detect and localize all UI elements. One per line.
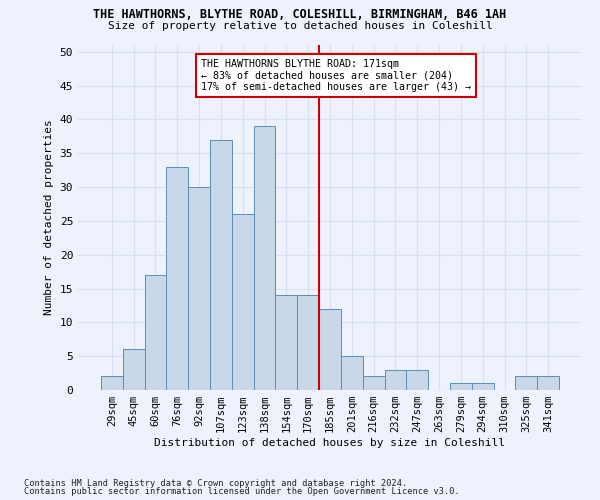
X-axis label: Distribution of detached houses by size in Coleshill: Distribution of detached houses by size … <box>155 438 505 448</box>
Bar <box>123 350 145 390</box>
Bar <box>101 376 123 390</box>
Bar <box>275 296 297 390</box>
Text: Contains public sector information licensed under the Open Government Licence v3: Contains public sector information licen… <box>24 487 460 496</box>
Bar <box>166 167 188 390</box>
Bar <box>210 140 232 390</box>
Bar <box>254 126 275 390</box>
Bar <box>515 376 537 390</box>
Bar <box>145 275 166 390</box>
Bar <box>341 356 363 390</box>
Y-axis label: Number of detached properties: Number of detached properties <box>44 120 54 316</box>
Bar <box>188 187 210 390</box>
Bar <box>406 370 428 390</box>
Text: Contains HM Land Registry data © Crown copyright and database right 2024.: Contains HM Land Registry data © Crown c… <box>24 478 407 488</box>
Text: THE HAWTHORNS BLYTHE ROAD: 171sqm
← 83% of detached houses are smaller (204)
17%: THE HAWTHORNS BLYTHE ROAD: 171sqm ← 83% … <box>201 58 471 92</box>
Bar <box>319 309 341 390</box>
Bar <box>385 370 406 390</box>
Text: THE HAWTHORNS, BLYTHE ROAD, COLESHILL, BIRMINGHAM, B46 1AH: THE HAWTHORNS, BLYTHE ROAD, COLESHILL, B… <box>94 8 506 20</box>
Bar <box>472 383 494 390</box>
Bar <box>537 376 559 390</box>
Bar <box>363 376 385 390</box>
Bar <box>232 214 254 390</box>
Bar <box>450 383 472 390</box>
Text: Size of property relative to detached houses in Coleshill: Size of property relative to detached ho… <box>107 21 493 31</box>
Bar <box>297 296 319 390</box>
